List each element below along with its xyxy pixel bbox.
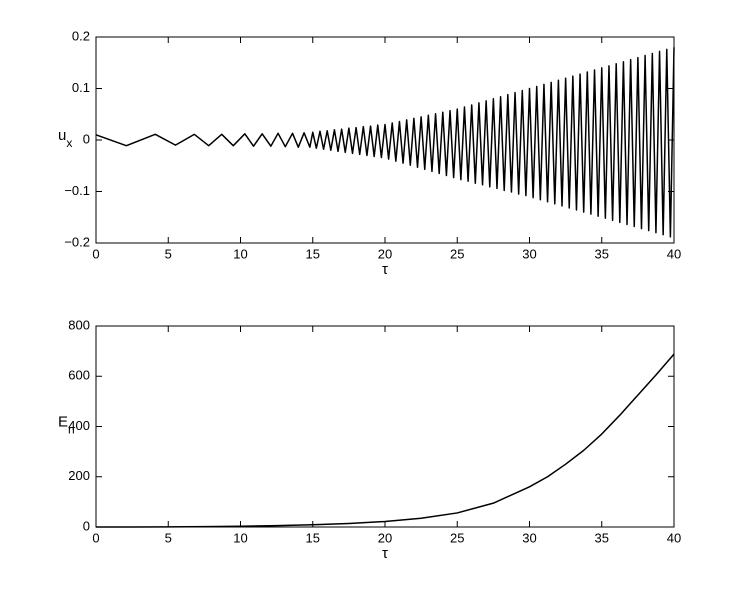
- x-tick-label: 15: [306, 246, 320, 261]
- y-axis-label: ux: [58, 127, 72, 150]
- y-tick-label: 200: [68, 468, 90, 483]
- y-tick-label: 600: [68, 368, 90, 383]
- y-tick-label: −0.1: [64, 183, 90, 198]
- axes-frame: [95, 325, 675, 528]
- x-tick-label: 5: [165, 530, 172, 545]
- y-axis-label-main: E: [58, 413, 68, 430]
- x-tick-label: 0: [92, 530, 99, 545]
- x-tick-label: 10: [233, 246, 247, 261]
- x-tick-label: 5: [165, 246, 172, 261]
- y-tick-label: 0: [83, 518, 90, 533]
- y-tick-label: 0.1: [72, 80, 90, 95]
- x-tick-label: 35: [595, 246, 609, 261]
- x-tick-label: 30: [522, 246, 536, 261]
- x-tick-label: 25: [450, 246, 464, 261]
- y-tick-label: 0: [83, 131, 90, 146]
- axes-frame: [95, 36, 675, 244]
- x-tick-label: 30: [522, 530, 536, 545]
- x-tick-label: 25: [450, 530, 464, 545]
- x-tick-label: 35: [595, 530, 609, 545]
- y-tick-label: 0.2: [72, 28, 90, 43]
- y-tick-label: 400: [68, 418, 90, 433]
- x-tick-label: 0: [92, 246, 99, 261]
- data-line: [95, 47, 675, 238]
- y-axis-label-main: u: [58, 127, 66, 144]
- x-axis-label: τ: [382, 261, 388, 278]
- y-axis-label: En: [58, 413, 75, 436]
- y-axis-label-sub: n: [68, 423, 75, 437]
- x-tick-label: 15: [306, 530, 320, 545]
- x-tick-label: 20: [378, 530, 392, 545]
- y-tick-label: 800: [68, 317, 90, 332]
- x-tick-label: 40: [667, 246, 681, 261]
- x-tick-label: 40: [667, 530, 681, 545]
- y-axis-label-sub: x: [66, 136, 72, 150]
- y-tick-label: −0.2: [64, 234, 90, 249]
- x-axis-label: τ: [382, 545, 388, 562]
- data-line: [95, 353, 675, 528]
- x-tick-label: 10: [233, 530, 247, 545]
- x-tick-label: 20: [378, 246, 392, 261]
